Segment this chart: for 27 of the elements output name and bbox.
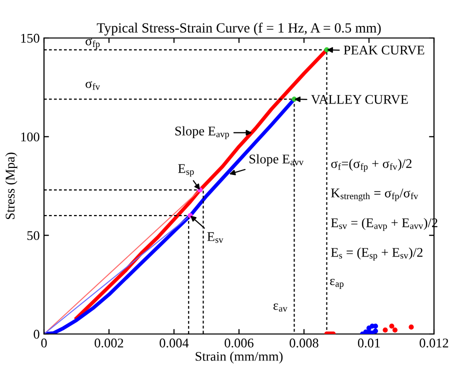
annotation: σ$_{fv}$: [86, 81, 100, 90]
annotation: Slope E$_{avv}$: [250, 154, 304, 166]
annotation: E$_{s}$ = (E$_{sp}$ + E$_{sv}$)/2: [331, 248, 422, 260]
annotation: σ$_{fp}$: [86, 38, 100, 49]
x-tick-label: 0.012: [420, 338, 448, 348]
annotation: E$_{sp}$: [178, 164, 194, 177]
x-tick-label: 0.01: [358, 338, 380, 348]
y-tick-label: 50: [27, 231, 40, 240]
annotation: E$_{sv}$: [207, 232, 224, 243]
annotation: σ$_{f}$=(σ$_{fp}$ + σ$_{fv}$)/2: [331, 158, 412, 172]
x-tick-label: 0.008: [290, 338, 318, 348]
annotation: Slope E$_{avp}$: [175, 126, 229, 140]
annotation: PEAK CURVE: [344, 46, 424, 55]
annotation: ε$_{av}$: [273, 304, 288, 312]
annotation: VALLEY CURVE: [311, 95, 408, 104]
y-axis-title: Stress (Mpa): [5, 152, 18, 220]
chart-title: Typical Stress-Strain Curve (f = 1 Hz, A = 0.5 mm): [96, 22, 381, 36]
annotation: ε$_{ap}$: [330, 278, 344, 289]
y-tick-label: 150: [21, 34, 40, 43]
x-tick-label: 0.004: [160, 338, 189, 348]
x-axis-title: Strain (mm/mm): [196, 352, 283, 364]
x-tick-label: 0: [41, 338, 47, 348]
annotation: K$_{strength}$ = σ$_{fp}$/σ$_{fv}$: [331, 188, 418, 202]
x-tick-label: 0.006: [224, 338, 254, 348]
y-tick-label: 0: [34, 330, 40, 339]
x-tick-label: 0.002: [94, 338, 124, 348]
y-tick-label: 100: [21, 132, 40, 142]
